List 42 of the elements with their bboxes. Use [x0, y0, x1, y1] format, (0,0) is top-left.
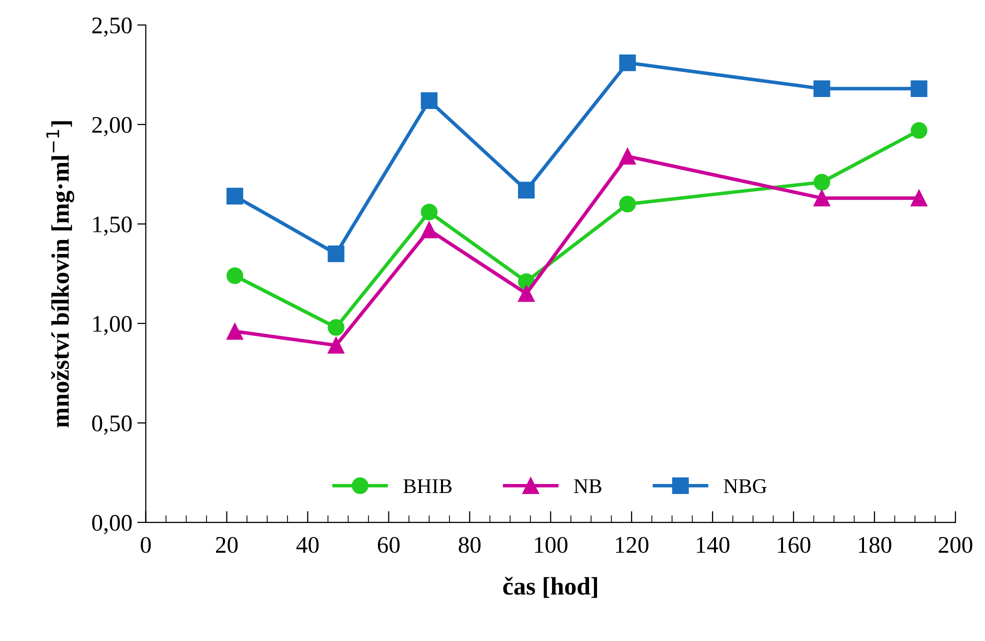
point	[328, 337, 344, 354]
x-tick-label: 160	[778, 536, 810, 553]
x-tick-label: 120	[616, 536, 648, 553]
y-tick-label: 1,00	[93, 316, 132, 336]
point	[420, 222, 438, 238]
y-axis-title: množství bílkovin [mg·ml$^{−1}$]	[46, 121, 74, 428]
x-tick-label: 80	[458, 536, 481, 553]
point	[814, 80, 830, 97]
point	[226, 323, 244, 340]
point	[226, 267, 244, 284]
legend-label: NBG	[724, 479, 767, 494]
x-tick-label: 60	[378, 536, 400, 553]
point	[619, 54, 636, 72]
legend-label: BHIB	[403, 479, 452, 494]
x-tick-label: 200	[938, 536, 972, 553]
y-tick-label: 2,00	[92, 116, 132, 136]
x-tick-label: 40	[296, 536, 319, 553]
point	[518, 182, 535, 198]
y-tick-label: 1,50	[93, 216, 132, 236]
y-tick-label: 2,50	[92, 17, 132, 37]
point	[619, 148, 636, 165]
point	[420, 204, 438, 220]
point	[328, 245, 344, 262]
point	[518, 285, 535, 302]
x-tick-label: 100	[534, 536, 568, 553]
point	[226, 188, 244, 204]
point	[910, 122, 928, 139]
x-tick-label: 20	[216, 536, 238, 553]
y-tick-label: 0,00	[92, 514, 132, 534]
point	[910, 80, 928, 97]
x-tick-label: 140	[696, 536, 730, 553]
point	[814, 190, 830, 206]
point	[328, 319, 344, 336]
y-tick-label: 0,50	[92, 415, 132, 435]
x-axis-title: čas [hod]	[503, 576, 598, 598]
legend-label: NB	[574, 479, 602, 494]
point	[814, 174, 830, 191]
point	[910, 190, 928, 206]
point	[619, 196, 636, 212]
x-tick-label: 0	[140, 536, 151, 553]
x-tick-label: 180	[858, 536, 892, 553]
point	[420, 92, 438, 109]
